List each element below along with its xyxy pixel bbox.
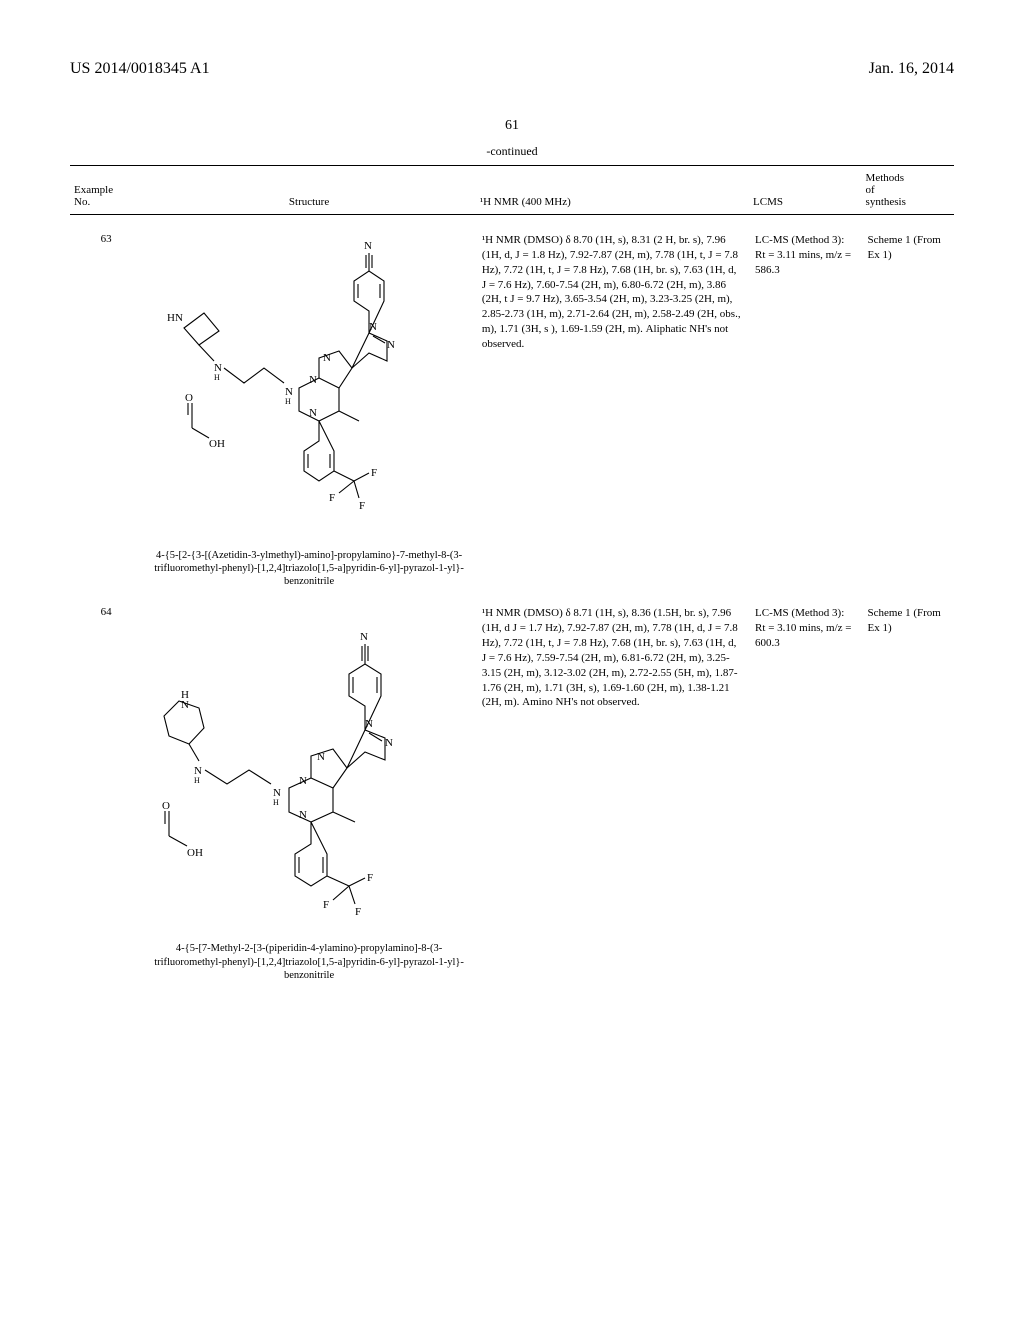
svg-text:N: N	[360, 631, 368, 643]
svg-text:F: F	[359, 500, 365, 512]
structure-diagram-64: H N N H N H	[149, 606, 469, 936]
col-header-example: ExampleNo.	[70, 166, 142, 215]
compound-table: ExampleNo. Structure ¹H NMR (400 MHz) LC…	[70, 165, 954, 982]
svg-text:H: H	[214, 373, 220, 382]
svg-text:H: H	[194, 776, 200, 785]
svg-text:F: F	[355, 906, 361, 918]
svg-text:F: F	[329, 492, 335, 504]
compound-name: 4-{5-[2-{3-[(Azetidin-3-ylmethyl)-amino]…	[148, 549, 470, 588]
svg-text:N: N	[299, 809, 307, 821]
svg-text:N: N	[309, 374, 317, 386]
structure-diagram-63: HN N H N H O	[159, 233, 459, 543]
table-row: 64 H N N H	[70, 588, 954, 981]
svg-text:OH: OH	[209, 438, 225, 450]
svg-text:N: N	[299, 775, 307, 787]
svg-text:F: F	[371, 467, 377, 479]
compound-name: 4-{5-[7-Methyl-2-[3-(piperidin-4-ylamino…	[148, 942, 470, 981]
cell-nmr: ¹H NMR (DMSO) δ 8.71 (1H, s), 8.36 (1.5H…	[476, 588, 749, 981]
svg-text:H: H	[285, 397, 291, 406]
svg-text:N: N	[387, 339, 395, 351]
cell-example-no: 63	[70, 215, 142, 589]
col-header-methods: Methodsofsynthesis	[862, 166, 954, 215]
svg-text:N: N	[181, 699, 189, 711]
svg-text:N: N	[317, 751, 325, 763]
page-header: US 2014/0018345 A1 Jan. 16, 2014	[70, 60, 954, 78]
col-header-structure: Structure	[142, 166, 476, 215]
svg-text:H: H	[273, 798, 279, 807]
svg-text:N: N	[323, 352, 331, 364]
cell-example-no: 64	[70, 588, 142, 981]
svg-text:O: O	[162, 800, 170, 812]
cell-nmr: ¹H NMR (DMSO) δ 8.70 (1H, s), 8.31 (2 H,…	[476, 215, 749, 589]
continued-label: -continued	[70, 144, 954, 159]
cell-lcms: LC-MS (Method 3): Rt = 3.11 mins, m/z = …	[749, 215, 862, 589]
svg-text:O: O	[185, 392, 193, 404]
cell-methods: Scheme 1 (From Ex 1)	[862, 215, 954, 589]
cell-methods: Scheme 1 (From Ex 1)	[862, 588, 954, 981]
cell-lcms: LC-MS (Method 3): Rt = 3.10 mins, m/z = …	[749, 588, 862, 981]
svg-text:OH: OH	[187, 847, 203, 859]
svg-text:N: N	[385, 737, 393, 749]
publication-date: Jan. 16, 2014	[869, 60, 954, 78]
col-header-lcms: LCMS	[749, 166, 862, 215]
svg-text:F: F	[367, 872, 373, 884]
cell-structure: H N N H N H	[142, 588, 476, 981]
cell-structure: HN N H N H O	[142, 215, 476, 589]
publication-number: US 2014/0018345 A1	[70, 60, 210, 78]
svg-text:F: F	[323, 899, 329, 911]
col-header-nmr: ¹H NMR (400 MHz)	[476, 166, 749, 215]
svg-text:N: N	[364, 240, 372, 252]
svg-text:N: N	[309, 407, 317, 419]
table-row: 63 HN N H N	[70, 215, 954, 589]
page: US 2014/0018345 A1 Jan. 16, 2014 61 -con…	[0, 0, 1024, 1320]
page-number: 61	[70, 118, 954, 134]
svg-text:HN: HN	[167, 312, 183, 324]
